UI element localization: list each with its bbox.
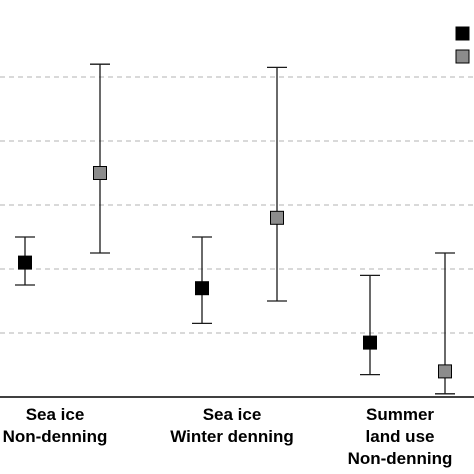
error-bars	[15, 63, 455, 395]
x-tick-label-line: Summer	[366, 405, 434, 424]
gridlines	[0, 76, 474, 334]
x-tick-label-line: Sea ice	[26, 405, 85, 424]
x-tick-label-line: Non-denning	[348, 449, 453, 468]
legend	[455, 26, 470, 64]
x-tick-label: Summer land use Non-denning	[348, 405, 453, 468]
x-tick-label-line: Sea ice	[203, 405, 262, 424]
data-point	[93, 166, 107, 180]
data-point	[438, 364, 452, 379]
x-tick-label-line: land use	[366, 427, 435, 446]
data-point	[18, 255, 32, 270]
x-tick-label-line: Non-denning	[3, 427, 108, 446]
data-point	[195, 281, 209, 296]
x-tick-label-line: Winter denning	[170, 427, 294, 446]
legend-marker	[455, 49, 470, 64]
x-tick-label: Sea ice Non-denning	[3, 405, 108, 446]
data-point	[270, 210, 284, 225]
data-point	[363, 335, 377, 350]
x-tick-label: Sea ice Winter denning	[170, 405, 294, 446]
legend-marker	[455, 26, 470, 41]
data-points	[18, 166, 452, 379]
